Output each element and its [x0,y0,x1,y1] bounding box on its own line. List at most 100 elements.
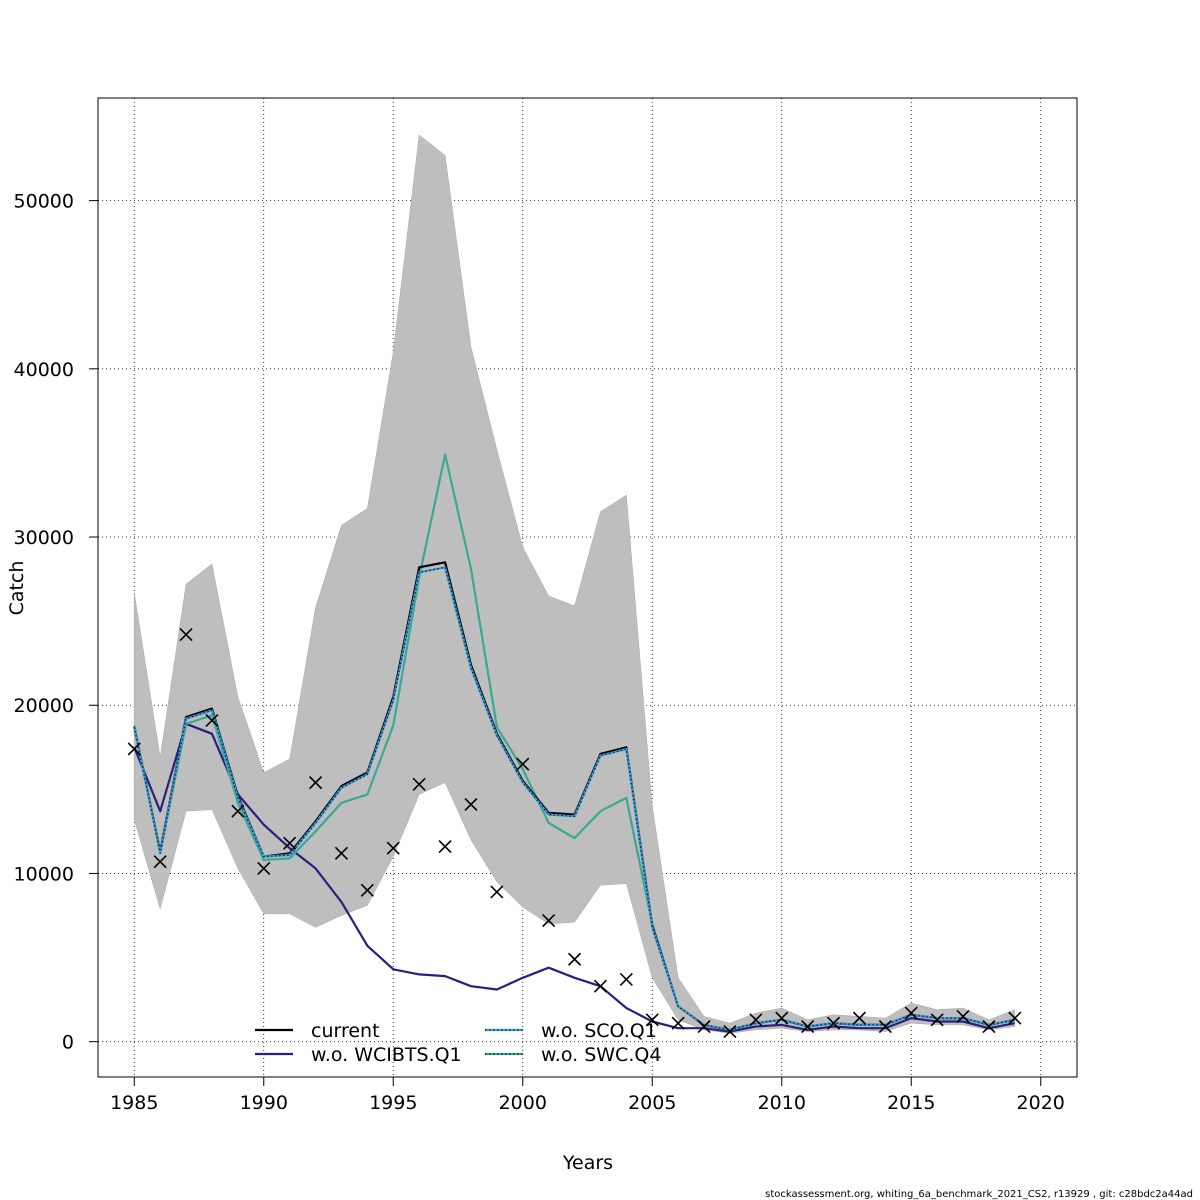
observation-stroke [723,1025,737,1039]
observation-point [231,804,245,818]
confidence-band-area [134,134,1016,1034]
observation-stroke [801,1019,815,1034]
observation-point [127,742,141,756]
observation-stroke [930,1013,944,1027]
observation-stroke [671,1016,685,1030]
observation-point [516,757,530,771]
footer-note: stockassessment.org, whiting_6a_benchmar… [765,1189,1193,1200]
legend-label: w.o. SWC.Q4 [541,1044,661,1066]
observation-point [956,1009,970,1024]
observation-point [464,797,478,812]
observation-point [878,1019,892,1034]
observation-point [205,713,219,727]
observation-stroke [386,841,400,855]
observation-markers [127,628,1022,1039]
observation-stroke [982,1019,996,1034]
observation-stroke [490,885,504,899]
observation-stroke [956,1009,970,1024]
y-tick-label: 30000 [14,527,74,549]
observation-stroke [567,952,582,966]
x-tick-label: 2005 [628,1092,676,1114]
observation-stroke [205,713,219,727]
observation-stroke [775,1011,789,1025]
observation-stroke [438,839,452,854]
x-axis-title: Years [562,1152,613,1174]
series-line-w-o-wcibts-q1 [133,722,1016,1033]
observation-stroke [179,628,193,642]
observation-stroke [593,979,608,993]
observation-stroke [283,836,297,850]
observation-point [826,1016,841,1030]
observation-stroke [153,855,167,869]
observation-stroke [334,846,349,860]
observation-stroke [360,883,374,897]
observation-point [438,839,452,854]
observation-point [542,913,556,928]
y-tick-label: 0 [62,1032,74,1054]
x-tick-label: 1990 [240,1092,288,1114]
observation-stroke [904,1006,918,1020]
legend-item: current [255,1020,380,1042]
observation-stroke [231,804,245,818]
observation-stroke [645,1013,659,1027]
y-tick-label: 10000 [14,863,74,885]
x-tick-label: 2015 [887,1092,935,1114]
x-tick-label: 2010 [758,1092,806,1114]
y-tick-label: 50000 [14,191,74,213]
observation-point [360,883,374,897]
y-axis: 0 10000 20000 30000 40000 50000 [14,191,99,1054]
legend-item: w.o. SCO.Q1 [485,1020,657,1042]
y-tick-label: 20000 [14,695,74,717]
x-tick-label: 2020 [1017,1092,1065,1114]
observation-point [334,846,349,860]
observation-stroke [619,972,633,987]
legend-label: current [311,1020,380,1042]
observation-point [904,1006,918,1020]
observation-point [645,1013,659,1027]
legend-item: w.o. SWC.Q4 [485,1044,661,1066]
observation-stroke [542,913,556,928]
observation-point [775,1011,789,1025]
observation-point [619,972,633,987]
y-tick-label: 40000 [14,359,74,381]
observation-point [852,1011,867,1025]
observation-point [1008,1011,1022,1025]
observation-stroke [257,861,271,875]
observation-point [801,1019,815,1034]
observation-point [386,841,400,855]
x-tick-label: 1985 [110,1092,158,1114]
observation-point [982,1019,996,1034]
observation-point [930,1013,944,1027]
observation-stroke [412,777,426,791]
observation-point [697,1019,711,1034]
observation-stroke [749,1013,763,1027]
legend-item: w.o. WCIBTS.Q1 [255,1044,462,1066]
observation-point [671,1016,685,1030]
observation-stroke [697,1019,711,1034]
observation-stroke [878,1019,892,1034]
observation-stroke [826,1016,841,1030]
observation-stroke [127,742,141,756]
y-axis-title: Catch [6,561,28,616]
x-tick-label: 1995 [369,1092,417,1114]
legend-label: w.o. WCIBTS.Q1 [311,1044,462,1066]
observation-point [153,855,167,869]
observation-stroke [308,776,323,790]
observation-stroke [516,757,530,771]
x-tick-label: 2000 [499,1092,547,1114]
observation-point [257,861,271,875]
observation-point [490,885,504,899]
confidence-band [134,134,1016,1034]
observation-point [723,1025,737,1039]
observation-stroke [1008,1011,1022,1025]
observation-stroke [852,1011,867,1025]
series-line-dots [133,566,1015,1031]
observation-point [283,836,297,850]
observation-point [412,777,426,791]
observation-point [593,979,608,993]
observation-point [749,1013,763,1027]
observation-point [308,776,323,790]
x-axis: 1985 1990 1995 2000 2005 2010 2015 2020 [110,1076,1065,1114]
